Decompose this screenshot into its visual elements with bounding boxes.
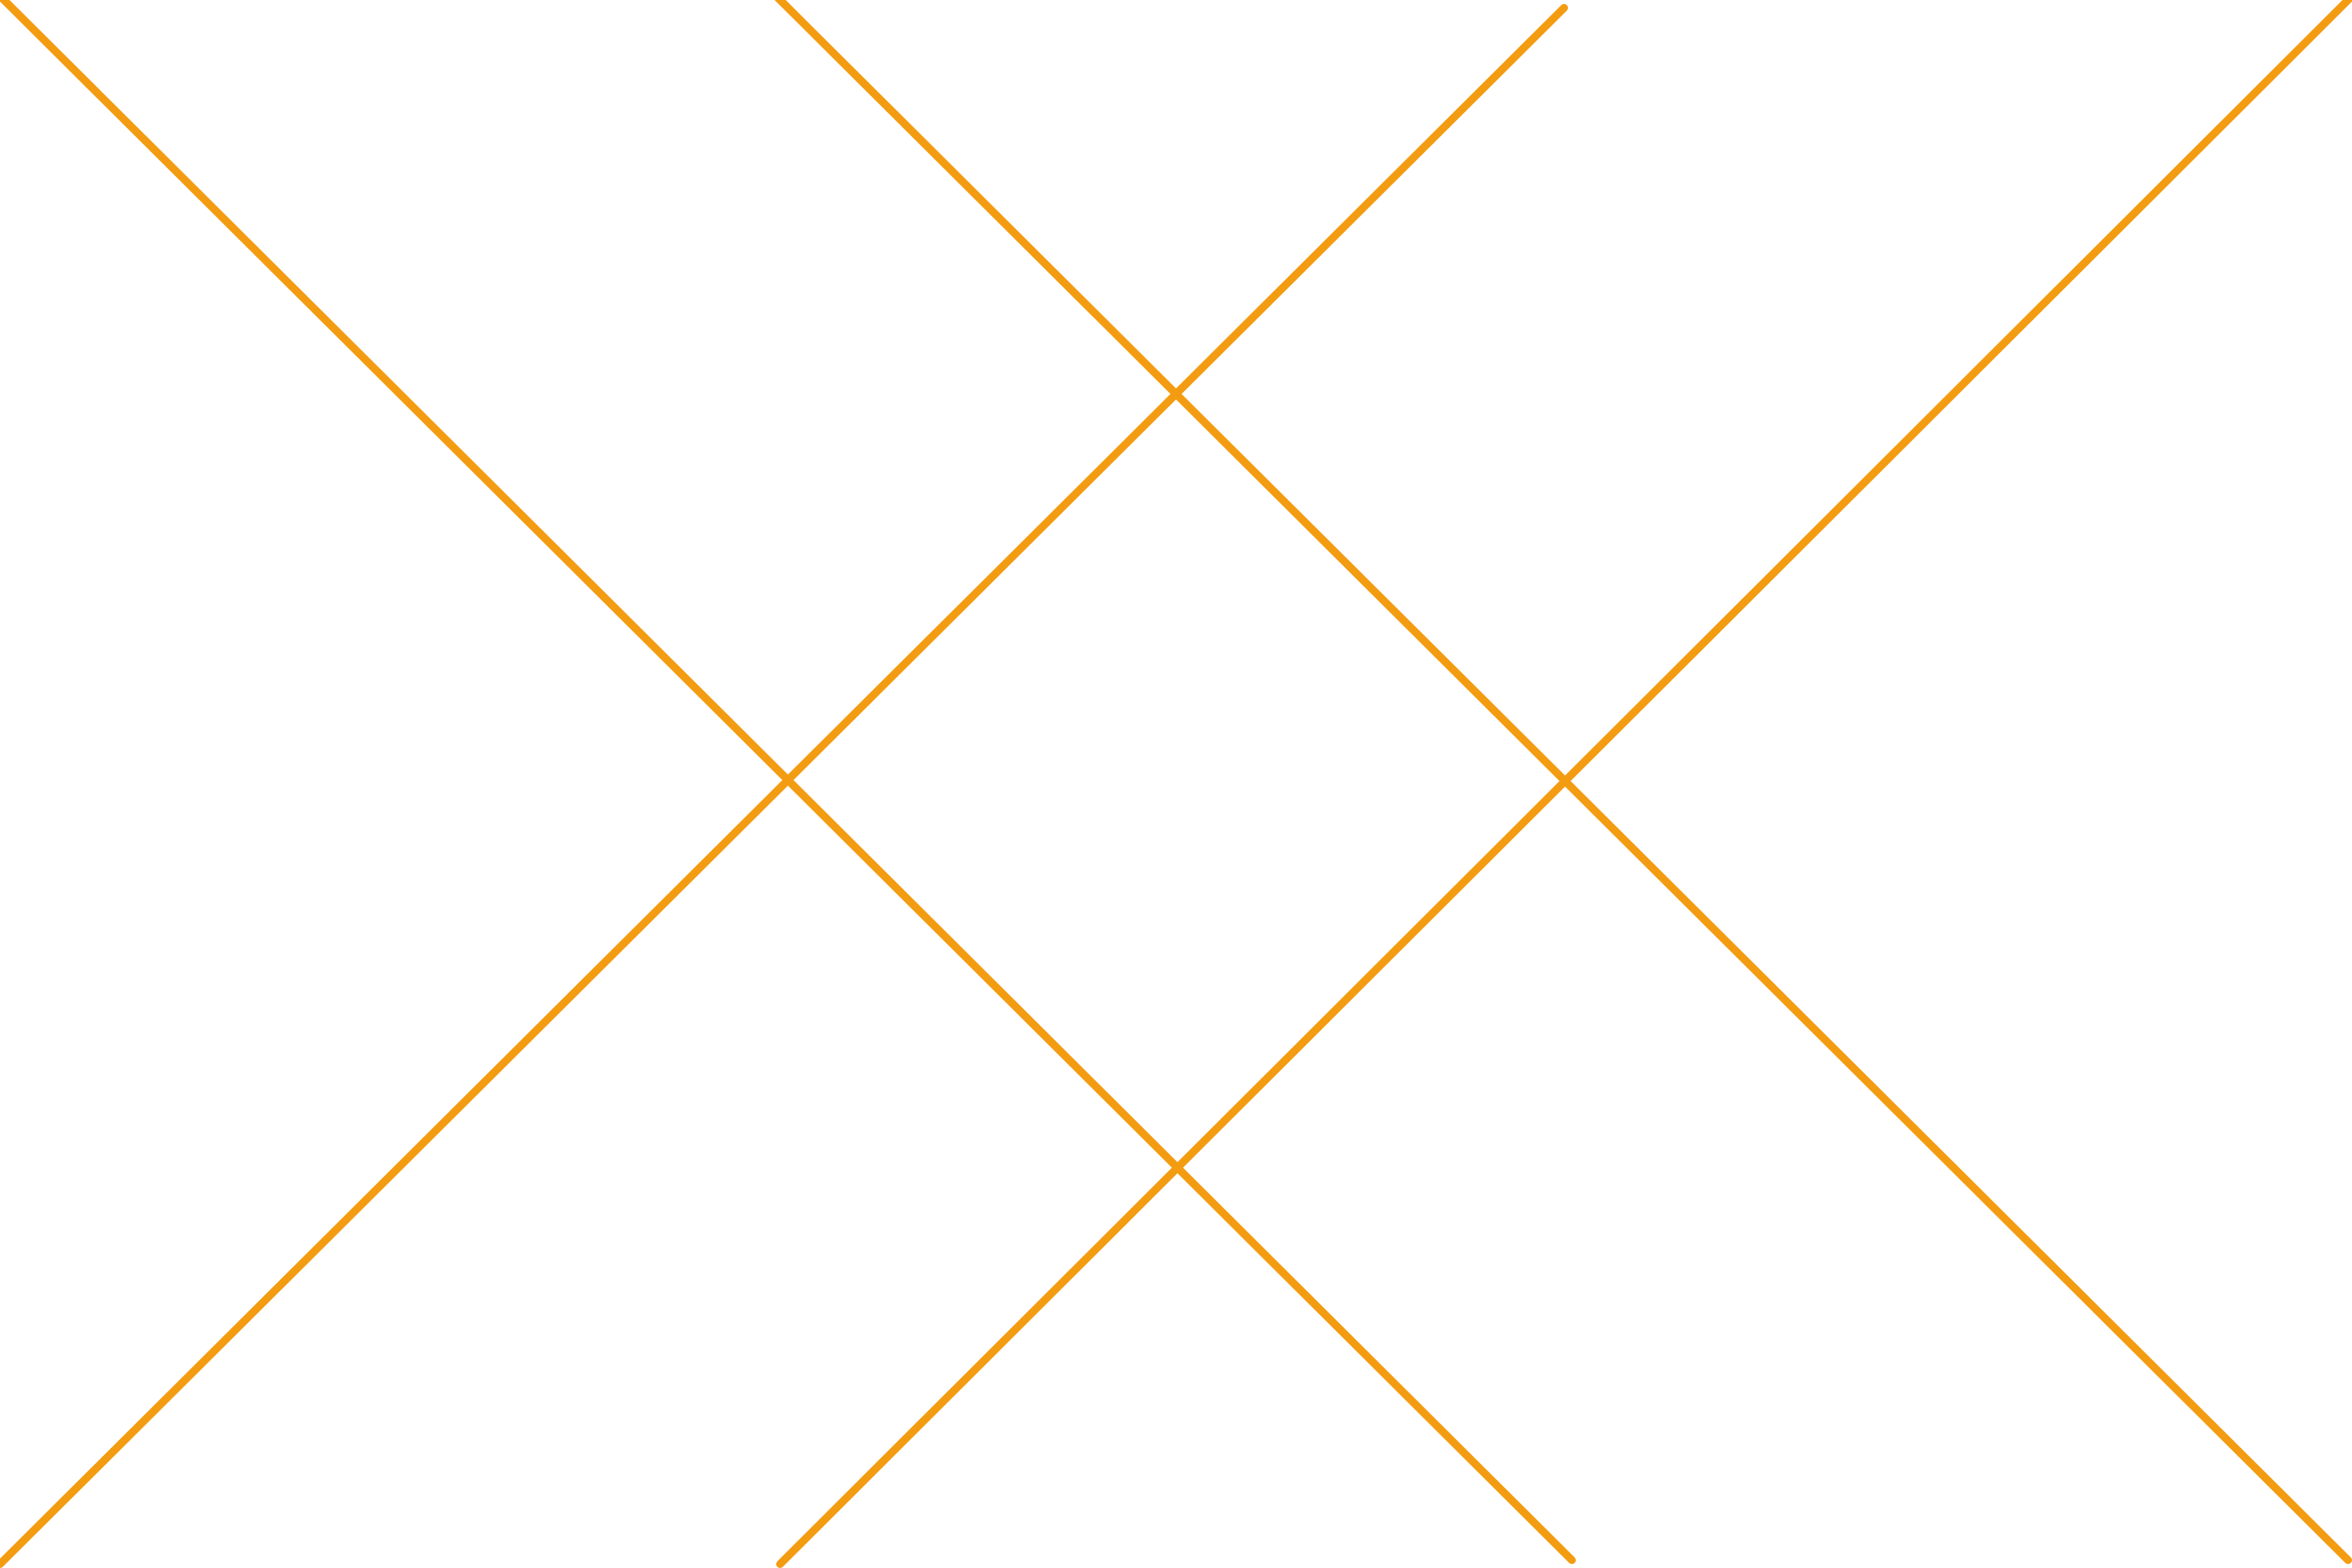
diagonal-line [776, 0, 2352, 1568]
diagonal-line [0, 4, 1568, 1568]
diagonal-line [774, 0, 2352, 1564]
